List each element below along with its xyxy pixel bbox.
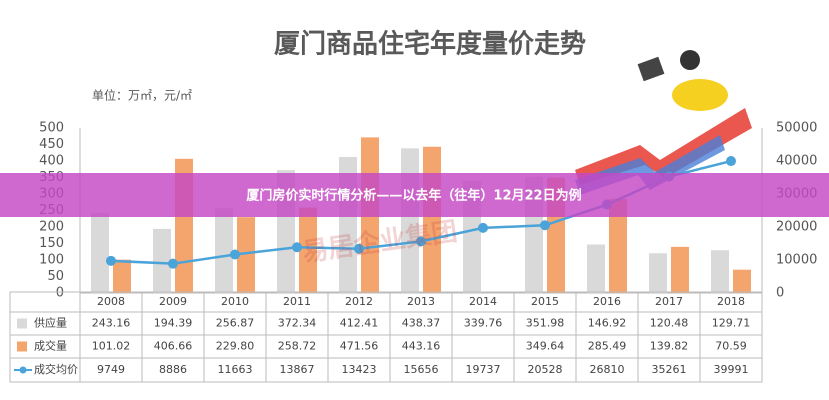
table-cell: 285.49: [588, 340, 627, 353]
table-cell: 406.66: [154, 340, 193, 353]
table-cell: 351.98: [526, 317, 565, 330]
x-tick-label: 2012: [345, 295, 373, 308]
unit-label: 单位：万㎡，元/㎡: [92, 88, 192, 103]
table-cell: 101.02: [92, 340, 131, 353]
price-point: [540, 220, 550, 231]
banner: [0, 173, 829, 217]
price-point: [168, 258, 178, 269]
x-tick-label: 2018: [717, 295, 745, 308]
price-point: [726, 156, 736, 167]
legend-swatch: [17, 341, 27, 352]
bar: [609, 198, 627, 293]
y-tick-label: 50: [47, 269, 64, 284]
bar: [299, 207, 317, 293]
table-cell: 412.41: [340, 317, 379, 330]
table-cell: 438.37: [402, 317, 441, 330]
table-cell: 9749: [97, 363, 125, 376]
bar: [401, 148, 419, 293]
y-tick-label: 150: [39, 236, 64, 251]
bar: [91, 212, 109, 293]
table-cell: 39991: [714, 363, 749, 376]
price-point: [478, 222, 488, 233]
table-cell: 194.39: [154, 317, 193, 330]
table-cell: 243.16: [92, 317, 131, 330]
table-cell: 146.92: [588, 317, 627, 330]
price-point: [106, 255, 116, 266]
table-cell: 19737: [466, 363, 501, 376]
y2-tick-label: 40000: [776, 154, 817, 169]
x-tick-label: 2010: [221, 295, 249, 308]
table-cell: 139.82: [650, 340, 689, 353]
y-tick-label: 400: [39, 154, 64, 169]
price-point: [416, 236, 426, 247]
y2-tick-label: 50000: [776, 121, 817, 136]
chart-title: 厦门商品住宅年度量价走势: [274, 29, 586, 60]
table-cell: 8886: [159, 363, 187, 376]
table-cell: 229.80: [216, 340, 255, 353]
table-cell: 13867: [280, 363, 315, 376]
table-cell: 471.56: [340, 340, 379, 353]
bar: [587, 244, 605, 293]
x-tick-label: 2016: [593, 295, 621, 308]
y-tick-label: 500: [39, 121, 64, 136]
x-tick-label: 2015: [531, 295, 559, 308]
price-point: [354, 243, 364, 254]
bar: [215, 208, 233, 293]
bar: [237, 217, 255, 293]
y-tick-label: 0: [56, 286, 64, 301]
table-cell: 258.72: [278, 340, 317, 353]
table-cell: 372.34: [278, 317, 317, 330]
banner-text: 厦门房价实时行情分析——以去年（往年）12月22日为例: [246, 188, 581, 204]
table-cell: 443.16: [402, 340, 441, 353]
table-cell: 11663: [218, 363, 253, 376]
legend-marker: [19, 366, 27, 374]
table-cell: 70.59: [715, 340, 747, 353]
y2-tick-label: 20000: [776, 220, 817, 235]
y-tick-label: 100: [39, 253, 64, 268]
legend-label: 成交量: [34, 339, 67, 353]
table-cell: 349.64: [526, 340, 565, 353]
x-tick-label: 2017: [655, 295, 683, 308]
y-tick-label: 200: [39, 220, 64, 235]
price-point: [292, 242, 302, 253]
y-tick-label: 450: [39, 137, 64, 152]
bar: [733, 269, 751, 293]
table-cell: 256.87: [216, 317, 255, 330]
y2-tick-label: 0: [776, 286, 784, 301]
legend-label: 成交均价: [34, 362, 78, 376]
table-cell: 129.71: [712, 317, 751, 330]
table-cell: 15656: [404, 363, 439, 376]
x-tick-label: 2009: [159, 295, 187, 308]
legend-swatch: [17, 318, 27, 329]
bar: [649, 253, 667, 293]
table-cell: 13423: [342, 363, 377, 376]
x-tick-label: 2013: [407, 295, 435, 308]
bar: [671, 246, 689, 293]
x-tick-label: 2011: [283, 295, 311, 308]
bar: [113, 259, 131, 293]
table-cell: 26810: [590, 363, 625, 376]
y2-tick-label: 10000: [776, 253, 817, 268]
table-cell: 339.76: [464, 317, 503, 330]
table-cell: 20528: [528, 363, 563, 376]
x-tick-label: 2014: [469, 295, 497, 308]
x-tick-label: 2008: [97, 295, 125, 308]
bar: [153, 228, 171, 293]
bar: [711, 250, 729, 293]
table-cell: 120.48: [650, 317, 689, 330]
table-cell: 35261: [652, 363, 687, 376]
legend-label: 供应量: [34, 316, 67, 330]
price-point: [230, 249, 240, 260]
